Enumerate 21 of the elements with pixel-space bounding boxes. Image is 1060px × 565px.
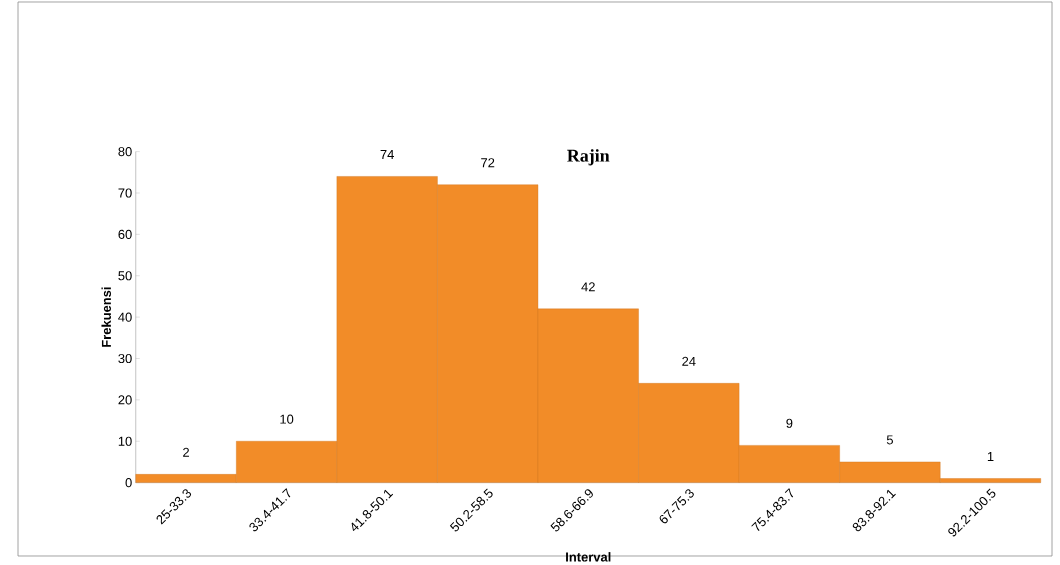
y-axis-title: Frekuensi xyxy=(101,287,111,347)
data-label: 72 xyxy=(481,158,495,168)
y-tick-label: 60 xyxy=(118,229,132,239)
y-tick-label: 80 xyxy=(118,147,132,157)
y-tick-label: 10 xyxy=(118,436,132,446)
chart-title: Rajin xyxy=(567,149,610,166)
data-label: 5 xyxy=(886,435,893,445)
data-label: 74 xyxy=(380,150,394,159)
data-label: 10 xyxy=(280,414,294,424)
y-tick-label: 30 xyxy=(118,353,132,364)
y-tick-label: 20 xyxy=(118,395,132,405)
data-label: 42 xyxy=(581,282,595,292)
data-label: 2 xyxy=(183,447,189,457)
x-axis-title: Interval xyxy=(566,552,611,562)
y-tick-label: 50 xyxy=(118,271,132,281)
data-label: 9 xyxy=(786,418,793,428)
y-tick-label: 70 xyxy=(118,188,132,198)
data-label: 24 xyxy=(682,356,696,366)
data-label: 1 xyxy=(987,452,994,461)
y-tick-label: 0 xyxy=(125,478,132,488)
y-tick-label: 40 xyxy=(118,312,132,322)
